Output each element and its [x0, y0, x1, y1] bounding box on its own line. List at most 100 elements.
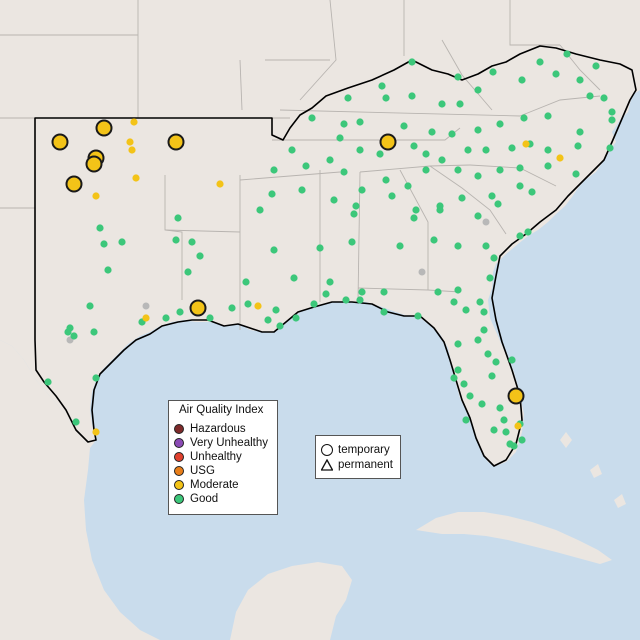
- monitor-marker-good[interactable]: [352, 202, 360, 210]
- monitor-marker-good[interactable]: [400, 122, 408, 130]
- monitor-marker-good[interactable]: [330, 196, 338, 204]
- monitor-marker-good[interactable]: [454, 286, 462, 294]
- monitor-marker-good[interactable]: [64, 328, 72, 336]
- monitor-marker-good[interactable]: [500, 416, 508, 424]
- monitor-marker-good[interactable]: [518, 76, 526, 84]
- monitor-marker-good[interactable]: [480, 326, 488, 334]
- monitor-marker-good[interactable]: [563, 50, 571, 58]
- monitor-marker-good[interactable]: [404, 182, 412, 190]
- monitor-marker-good[interactable]: [524, 228, 532, 236]
- monitor-marker-good[interactable]: [544, 112, 552, 120]
- monitor-marker-good[interactable]: [264, 316, 272, 324]
- monitor-marker-good[interactable]: [496, 404, 504, 412]
- monitor-marker-good[interactable]: [586, 92, 594, 100]
- monitor-marker-good[interactable]: [382, 176, 390, 184]
- monitor-marker-good[interactable]: [244, 300, 252, 308]
- monitor-marker-good[interactable]: [482, 242, 490, 250]
- monitor-marker-good[interactable]: [310, 300, 318, 308]
- monitor-marker-good[interactable]: [544, 162, 552, 170]
- monitor-marker-good[interactable]: [174, 214, 182, 222]
- monitor-marker-good[interactable]: [520, 114, 528, 122]
- monitor-marker-good[interactable]: [302, 162, 310, 170]
- temporary-site-marker-moderate[interactable]: [85, 155, 103, 173]
- monitor-marker-good[interactable]: [474, 86, 482, 94]
- monitor-marker-good[interactable]: [172, 236, 180, 244]
- monitor-marker-moderate[interactable]: [130, 118, 138, 126]
- monitor-marker-good[interactable]: [454, 340, 462, 348]
- temporary-site-marker-moderate[interactable]: [189, 299, 207, 317]
- monitor-marker-good[interactable]: [184, 268, 192, 276]
- monitor-marker-good[interactable]: [516, 182, 524, 190]
- monitor-marker-good[interactable]: [454, 73, 462, 81]
- monitor-marker-good[interactable]: [490, 426, 498, 434]
- monitor-marker-good[interactable]: [72, 418, 80, 426]
- monitor-marker-moderate[interactable]: [522, 140, 530, 148]
- monitor-marker-good[interactable]: [574, 142, 582, 150]
- monitor-marker-good[interactable]: [308, 114, 316, 122]
- monitor-marker-good[interactable]: [188, 238, 196, 246]
- monitor-marker-good[interactable]: [438, 156, 446, 164]
- monitor-marker-good[interactable]: [486, 274, 494, 282]
- monitor-marker-good[interactable]: [340, 120, 348, 128]
- monitor-marker-good[interactable]: [196, 252, 204, 260]
- monitor-marker-good[interactable]: [438, 100, 446, 108]
- monitor-marker-good[interactable]: [356, 296, 364, 304]
- monitor-marker-good[interactable]: [464, 146, 472, 154]
- monitor-marker-good[interactable]: [44, 378, 52, 386]
- monitor-marker-good[interactable]: [388, 192, 396, 200]
- monitor-marker-good[interactable]: [576, 128, 584, 136]
- monitor-marker-good[interactable]: [606, 144, 614, 152]
- monitor-marker-good[interactable]: [412, 206, 420, 214]
- monitor-marker-good[interactable]: [474, 212, 482, 220]
- monitor-marker-good[interactable]: [358, 186, 366, 194]
- monitor-marker-good[interactable]: [100, 240, 108, 248]
- monitor-marker-good[interactable]: [544, 146, 552, 154]
- monitor-marker-good[interactable]: [450, 374, 458, 382]
- monitor-marker-good[interactable]: [496, 166, 504, 174]
- temporary-site-marker-moderate[interactable]: [51, 133, 69, 151]
- monitor-marker-good[interactable]: [96, 224, 104, 232]
- monitor-marker-good[interactable]: [358, 288, 366, 296]
- temporary-site-marker-moderate[interactable]: [379, 133, 397, 151]
- monitor-marker-good[interactable]: [396, 242, 404, 250]
- monitor-marker-good[interactable]: [376, 150, 384, 158]
- monitor-marker-good[interactable]: [176, 308, 184, 316]
- monitor-marker-good[interactable]: [344, 94, 352, 102]
- monitor-marker-good[interactable]: [518, 436, 526, 444]
- monitor-marker-good[interactable]: [489, 68, 497, 76]
- monitor-marker-good[interactable]: [474, 126, 482, 134]
- monitor-marker-good[interactable]: [270, 246, 278, 254]
- monitor-marker-good[interactable]: [290, 274, 298, 282]
- monitor-marker-good[interactable]: [600, 94, 608, 102]
- temporary-site-marker-moderate[interactable]: [167, 133, 185, 151]
- monitor-marker-good[interactable]: [322, 290, 330, 298]
- monitor-marker-good[interactable]: [462, 306, 470, 314]
- monitor-marker-good[interactable]: [528, 188, 536, 196]
- monitor-marker-moderate[interactable]: [128, 146, 136, 154]
- monitor-marker-good[interactable]: [118, 238, 126, 246]
- monitor-marker-good[interactable]: [428, 128, 436, 136]
- monitor-marker-good[interactable]: [508, 144, 516, 152]
- monitor-marker-no-data[interactable]: [418, 268, 426, 276]
- monitor-marker-good[interactable]: [454, 242, 462, 250]
- monitor-marker-good[interactable]: [436, 206, 444, 214]
- monitor-marker-good[interactable]: [516, 164, 524, 172]
- monitor-marker-good[interactable]: [380, 308, 388, 316]
- monitor-marker-good[interactable]: [480, 308, 488, 316]
- monitor-marker-good[interactable]: [292, 314, 300, 322]
- monitor-marker-good[interactable]: [496, 120, 504, 128]
- monitor-marker-good[interactable]: [270, 166, 278, 174]
- monitor-marker-good[interactable]: [572, 170, 580, 178]
- monitor-marker-good[interactable]: [326, 156, 334, 164]
- monitor-marker-good[interactable]: [206, 314, 214, 322]
- monitor-marker-good[interactable]: [454, 166, 462, 174]
- monitor-marker-good[interactable]: [510, 442, 518, 450]
- monitor-marker-good[interactable]: [450, 298, 458, 306]
- monitor-marker-good[interactable]: [482, 146, 490, 154]
- monitor-marker-moderate[interactable]: [92, 192, 100, 200]
- monitor-marker-good[interactable]: [268, 190, 276, 198]
- monitor-marker-good[interactable]: [350, 210, 358, 218]
- monitor-marker-good[interactable]: [288, 146, 296, 154]
- monitor-marker-good[interactable]: [448, 130, 456, 138]
- monitor-marker-good[interactable]: [242, 278, 250, 286]
